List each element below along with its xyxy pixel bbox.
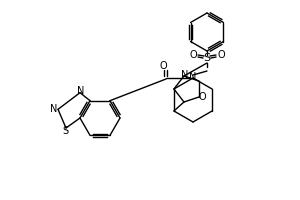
Text: N: N bbox=[181, 70, 189, 80]
Text: N: N bbox=[189, 72, 197, 82]
Text: O: O bbox=[189, 50, 197, 60]
Text: O: O bbox=[217, 50, 225, 60]
Text: N: N bbox=[50, 104, 58, 114]
Text: O: O bbox=[159, 61, 167, 71]
Text: S: S bbox=[62, 126, 68, 136]
Text: O: O bbox=[198, 92, 206, 102]
Text: N: N bbox=[77, 86, 85, 96]
Text: S: S bbox=[203, 53, 211, 63]
